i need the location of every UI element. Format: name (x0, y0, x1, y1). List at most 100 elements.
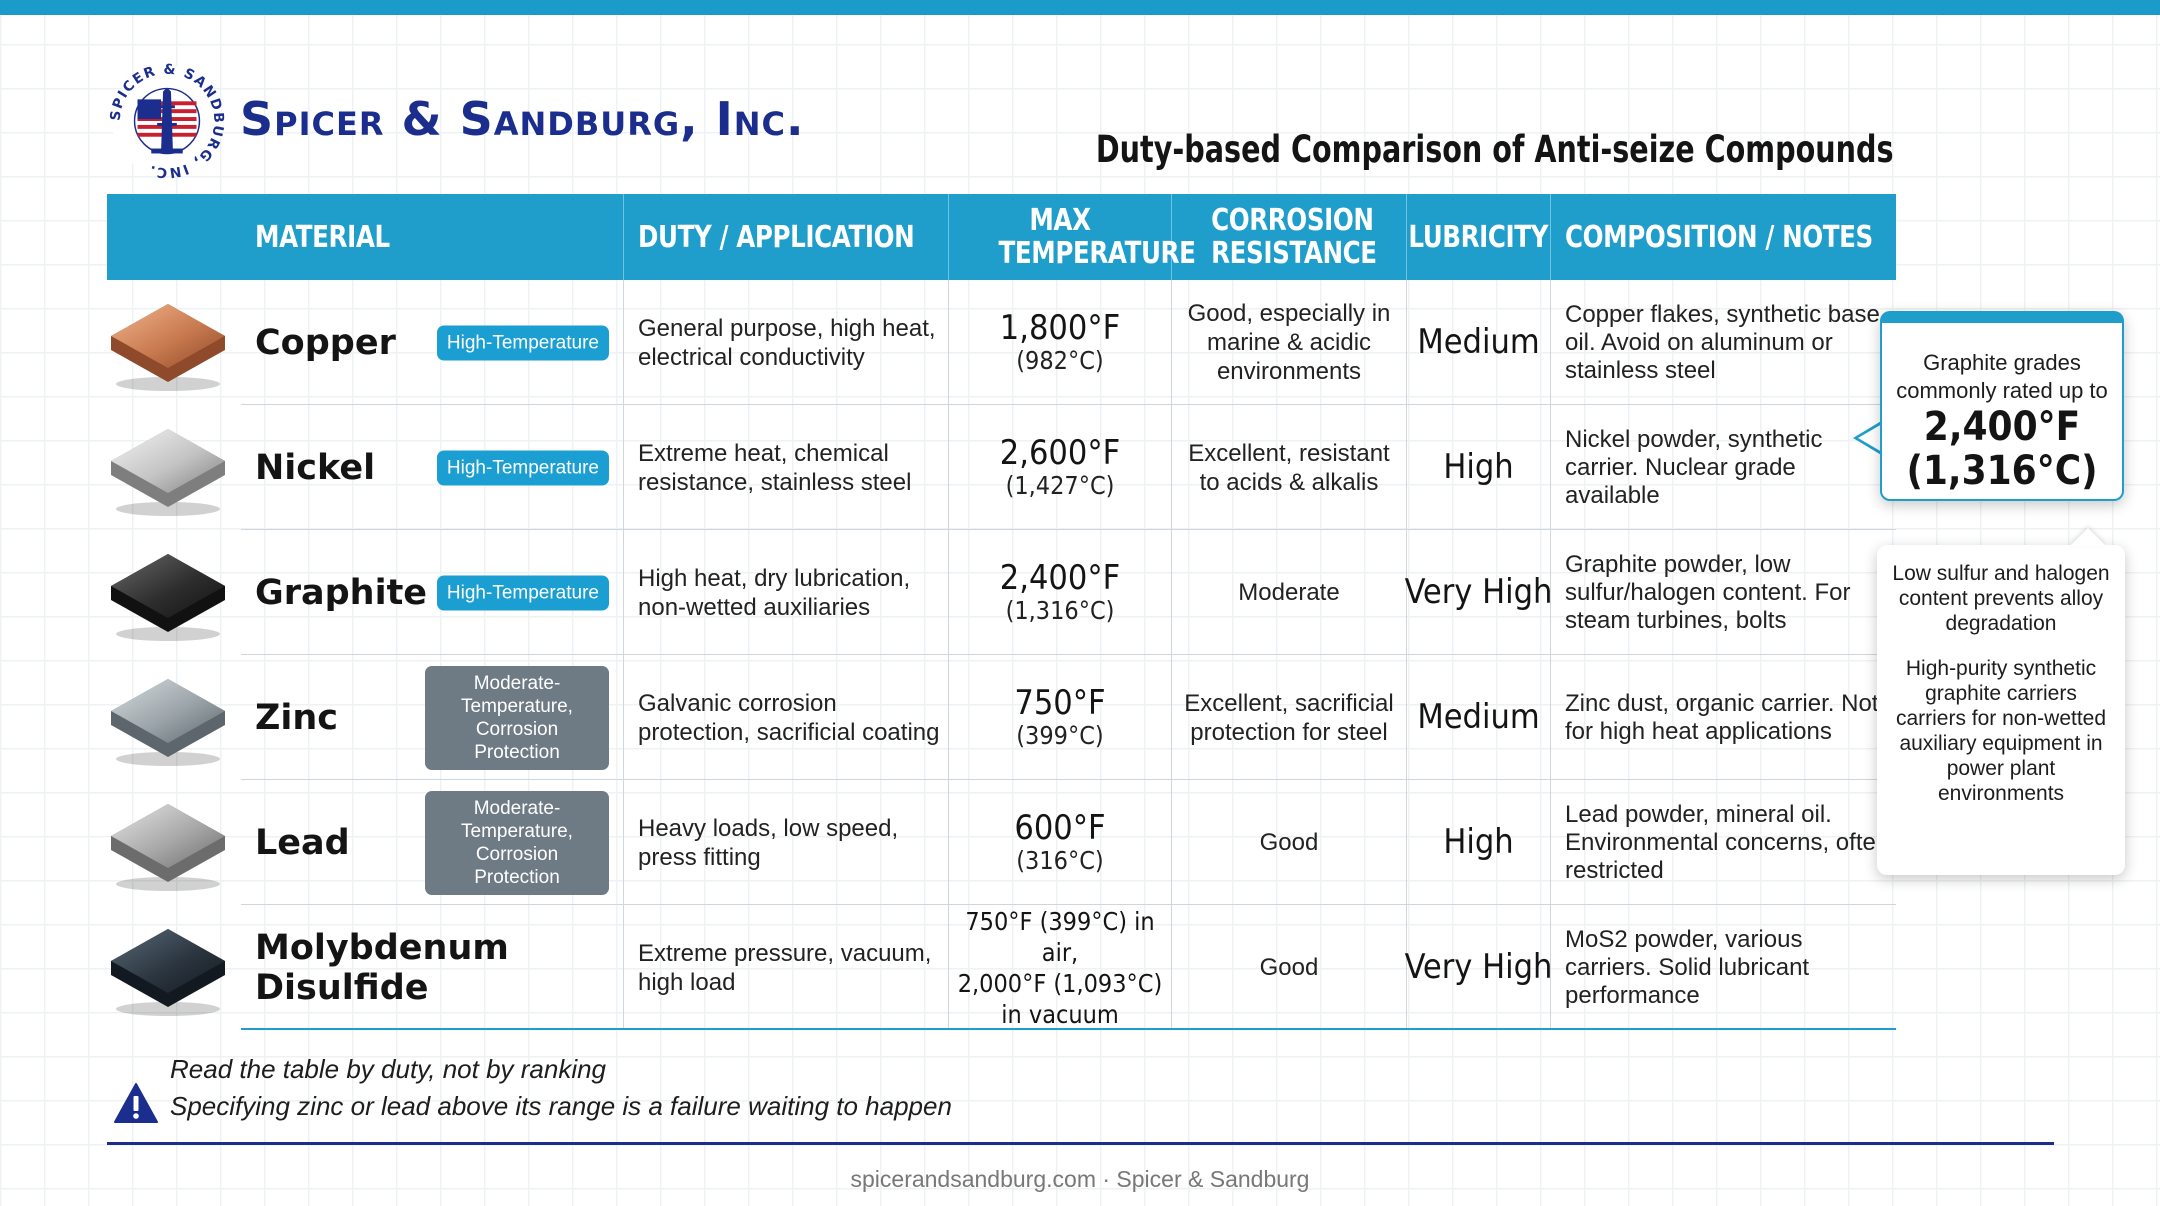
footer-source: spicerandsandburg.com · Spicer & Sandbur… (850, 1166, 1310, 1192)
footer-note-warning: Specifying zinc or lead above its range … (170, 1091, 952, 1121)
company-logo: SPICER & SANDBURG, INC. (108, 62, 225, 180)
callout-rating-text: Graphite grades commonly rated up to (1896, 350, 2108, 403)
temp-c: (399°C) (1016, 720, 1104, 750)
notes-cell: Nickel powder, synthetic carrier. Nuclea… (1565, 425, 1823, 509)
material-name: Lead (255, 822, 350, 863)
notes-cell: Graphite powder, low sulfur/halogen cont… (1565, 550, 1851, 634)
temp-c: (316°C) (1016, 845, 1104, 875)
callout-note-sulfur: Low sulfur and halogen content prevents … (1892, 562, 2110, 635)
max-temperature: 750°F (399°C) (1014, 685, 1105, 751)
notes-cell: Copper flakes, synthetic base oil. Avoid… (1565, 300, 1880, 384)
header-max-temperature: MAX TEMPERATURE (949, 194, 1196, 280)
comparison-table: MATERIAL DUTY / APPLICATION MAX TEMPERAT… (107, 194, 1896, 1030)
lubricity-cell: Medium (1407, 655, 1551, 780)
header-composition-notes: COMPOSITION / NOTES (1565, 219, 1873, 255)
corrosion-cell: Moderate (1172, 530, 1407, 655)
temp-c: (982°C) (1016, 345, 1104, 375)
duty-badge: High-Temperature (436, 575, 609, 610)
material-name: Nickel (255, 447, 376, 488)
notes-cell: Lead powder, mineral oil. Environmental … (1565, 800, 1890, 884)
lead-swatch-icon (111, 804, 225, 891)
callout-pointer-fill (1858, 424, 1882, 452)
temp-c: (1,316°C) (1005, 595, 1115, 625)
corrosion-cell: Excellent, sacrificial protection for st… (1172, 655, 1407, 780)
duty-badge: High-Temperature (436, 450, 609, 485)
corrosion-cell: Good (1172, 905, 1407, 1030)
max-temperature: 600°F (316°C) (1014, 810, 1105, 876)
lubricity-cell: Very High (1405, 905, 1552, 1030)
duty-badge: Moderate-Temperature, Corrosion Protecti… (425, 790, 609, 895)
max-temperature: 1,800°F (982°C) (1000, 310, 1120, 376)
lubricity-cell: High (1407, 405, 1551, 530)
duty-cell: Extreme pressure, vacuum, high load (624, 905, 949, 1030)
temp-f: 1,800°F (999, 307, 1121, 348)
table-row: Graphite High-Temperature High heat, dry… (107, 530, 1896, 655)
temp-f: 750°F (1014, 682, 1106, 723)
material-cell: Nickel High-Temperature (107, 405, 624, 530)
max-temperature: 2,400°F (1,316°C) (1000, 560, 1120, 626)
corrosion-cell: Good, especially in marine & acidic envi… (1172, 280, 1407, 405)
temperature-cell: 750°F (399°C) in air, 2,000°F (1,093°C) in… (949, 905, 1172, 1030)
zinc-swatch-icon (111, 679, 225, 766)
lubricity-cell: Very High (1405, 530, 1552, 655)
header-corrosion-resistance: CORROSION RESISTANCE (1172, 194, 1407, 280)
warning-icon (114, 1083, 158, 1123)
temperature-cell: 2,400°F (1,316°C) (949, 530, 1172, 655)
header-lubricity: LUBRICITY (1407, 194, 1551, 280)
company-name: Spicer & Sandburg, Inc. (240, 92, 805, 146)
table-body: Copper High-Temperature General purpose,… (107, 280, 1896, 1030)
notes-cell: Zinc dust, organic carrier. Not for high… (1565, 689, 1879, 745)
duty-cell: Extreme heat, chemical resistance, stain… (624, 405, 949, 530)
material-cell: Lead Moderate-Temperature, Corrosion Pro… (107, 780, 624, 905)
notes-cell: MoS2 powder, various carriers. Solid lub… (1565, 925, 1810, 1009)
temperature-cell: 1,800°F (982°C) (949, 280, 1172, 405)
material-cell: Zinc Moderate-Temperature, Corrosion Pro… (107, 655, 624, 780)
header-duty: DUTY / APPLICATION (624, 194, 949, 280)
copper-swatch-icon (111, 304, 225, 391)
duty-cell: Heavy loads, low speed, press fitting (624, 780, 949, 905)
lubricity-cell: High (1407, 780, 1551, 905)
material-name: Zinc (255, 697, 339, 738)
table-row: Molybdenum Disulfide Extreme pressure, v… (107, 905, 1896, 1030)
corrosion-cell: Good (1172, 780, 1407, 905)
temp-f: 600°F (1014, 807, 1106, 848)
temp-f: 2,600°F (999, 432, 1121, 473)
moly-swatch-icon (111, 929, 225, 1016)
footer-divider (107, 1142, 2054, 1145)
material-name: Graphite (255, 572, 428, 613)
duty-badge: High-Temperature (436, 325, 609, 360)
material-name: Molybdenum Disulfide (255, 927, 509, 1008)
duty-cell: High heat, dry lubrication, non-wetted a… (624, 530, 949, 655)
footer-note-duty: Read the table by duty, not by ranking (170, 1054, 607, 1084)
material-cell: Graphite High-Temperature (107, 530, 624, 655)
material-cell: Molybdenum Disulfide (107, 905, 624, 1030)
callout-tip (2070, 528, 2106, 546)
material-cell: Copper High-Temperature (107, 280, 624, 405)
graphite-rating-callout: Graphite grades commonly rated up to 2,4… (1880, 311, 2124, 501)
max-temperature: 750°F (399°C) in air, 2,000°F (1,093°C) in… (957, 906, 1163, 1029)
callout-rating-temp-f: 2,400°F (1923, 404, 2081, 450)
callout-rating-temp-c: (1,316°C) (1906, 448, 2098, 494)
header-material: MATERIAL (107, 194, 624, 280)
temp-c: (1,427°C) (1005, 470, 1115, 500)
temperature-cell: 600°F (316°C) (949, 780, 1172, 905)
duty-badge: Moderate-Temperature, Corrosion Protecti… (425, 665, 609, 770)
corrosion-cell: Excellent, resistant to acids & alkalis (1172, 405, 1407, 530)
document-title: Duty-based Comparison of Anti-seize Comp… (1096, 128, 1894, 171)
callout-note-carriers: High-purity synthetic graphite carriers … (1895, 657, 2107, 805)
table-row: Copper High-Temperature General purpose,… (107, 280, 1896, 405)
lubricity-cell: Medium (1407, 280, 1551, 405)
top-accent-bar (0, 0, 2160, 15)
material-name: Copper (255, 322, 396, 363)
table-row: Nickel High-Temperature Extreme heat, ch… (107, 405, 1896, 530)
duty-cell: Galvanic corrosion protection, sacrifici… (624, 655, 949, 780)
duty-cell: General purpose, high heat, electrical c… (624, 280, 949, 405)
graphite-notes-callout: Low sulfur and halogen content prevents … (1877, 545, 2125, 875)
temperature-cell: 750°F (399°C) (949, 655, 1172, 780)
table-row: Zinc Moderate-Temperature, Corrosion Pro… (107, 655, 1896, 780)
table-row: Lead Moderate-Temperature, Corrosion Pro… (107, 780, 1896, 905)
nickel-swatch-icon (111, 429, 225, 516)
max-temperature: 2,600°F (1,427°C) (1000, 435, 1120, 501)
temp-f: 2,400°F (999, 557, 1121, 598)
temperature-cell: 2,600°F (1,427°C) (949, 405, 1172, 530)
